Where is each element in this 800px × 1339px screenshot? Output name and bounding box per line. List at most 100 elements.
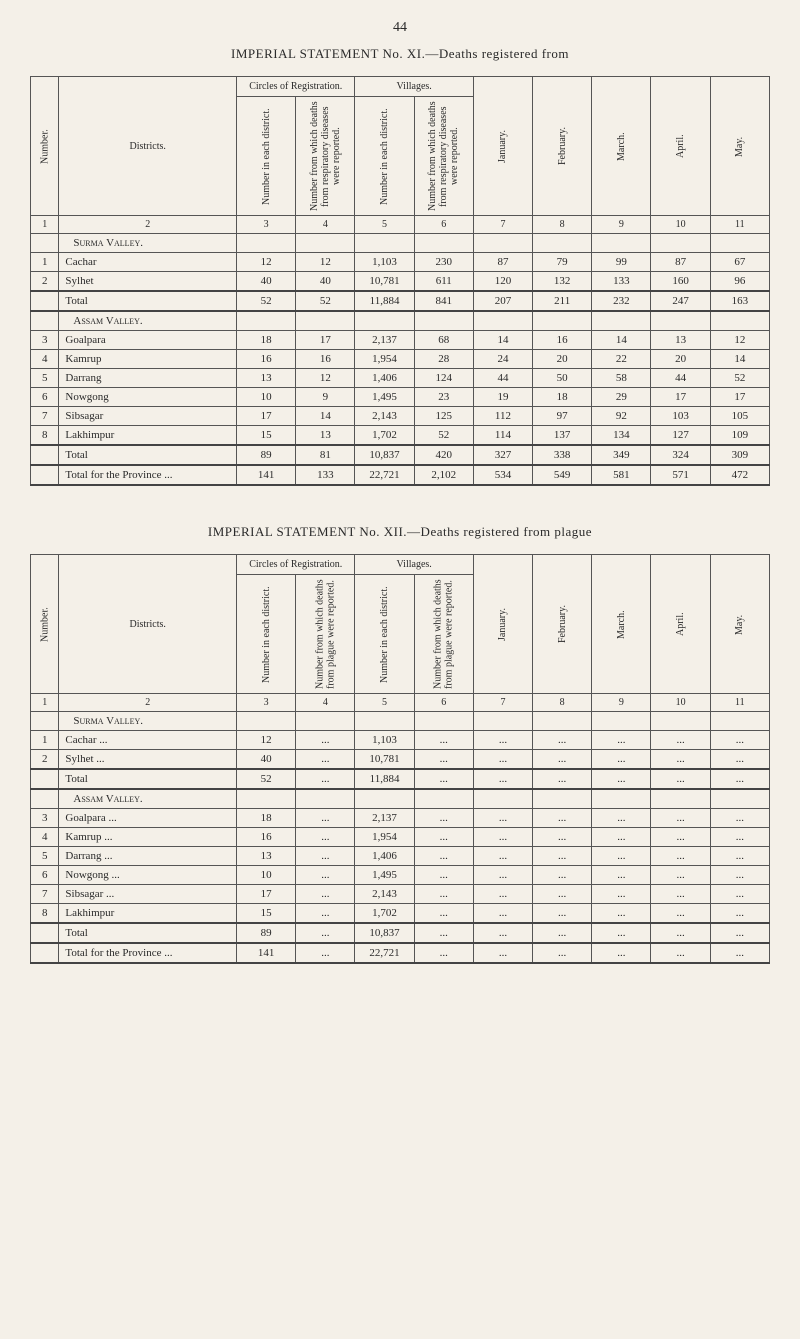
cell bbox=[414, 712, 473, 731]
cell bbox=[296, 234, 355, 253]
cell: ... bbox=[533, 731, 592, 750]
col-c5: Number in each district. bbox=[355, 575, 414, 694]
cell: 18 bbox=[237, 331, 296, 350]
cell: ... bbox=[414, 769, 473, 789]
cell: ... bbox=[592, 943, 651, 963]
row-num bbox=[31, 769, 59, 789]
cell: 133 bbox=[296, 465, 355, 485]
colnum: 9 bbox=[592, 694, 651, 712]
cell: 89 bbox=[237, 445, 296, 465]
row-num bbox=[31, 291, 59, 311]
col-number: Number. bbox=[31, 555, 59, 694]
cell bbox=[237, 311, 296, 331]
cell: 20 bbox=[533, 350, 592, 369]
cell: ... bbox=[651, 847, 710, 866]
cell: 338 bbox=[533, 445, 592, 465]
row-num bbox=[31, 465, 59, 485]
cell: 12 bbox=[296, 369, 355, 388]
col-c3: Number in each district. bbox=[237, 97, 296, 216]
total-label: Total bbox=[59, 769, 237, 789]
cell: 22,721 bbox=[355, 943, 414, 963]
col-may: May. bbox=[710, 555, 769, 694]
cell: 11,884 bbox=[355, 291, 414, 311]
cell: ... bbox=[414, 809, 473, 828]
cell: 22,721 bbox=[355, 465, 414, 485]
cell: 103 bbox=[651, 407, 710, 426]
cell: 23 bbox=[414, 388, 473, 407]
row-num: 2 bbox=[31, 272, 59, 292]
cell: ... bbox=[414, 866, 473, 885]
cell: ... bbox=[710, 828, 769, 847]
col-mar: March. bbox=[592, 77, 651, 216]
cell: 14 bbox=[710, 350, 769, 369]
grand-total-label: Total for the Province ... bbox=[59, 465, 237, 485]
cell: 132 bbox=[533, 272, 592, 292]
cell: ... bbox=[473, 769, 532, 789]
cell: 11,884 bbox=[355, 769, 414, 789]
cell: ... bbox=[414, 828, 473, 847]
colnum: 4 bbox=[296, 694, 355, 712]
row-num: 1 bbox=[31, 731, 59, 750]
cell: ... bbox=[710, 731, 769, 750]
district-name: Sylhet ... bbox=[59, 750, 237, 770]
colnum: 3 bbox=[237, 694, 296, 712]
cell bbox=[592, 789, 651, 809]
cell: 420 bbox=[414, 445, 473, 465]
cell: 534 bbox=[473, 465, 532, 485]
colnum: 8 bbox=[533, 694, 592, 712]
row-num: 8 bbox=[31, 426, 59, 446]
total-label: Total bbox=[59, 291, 237, 311]
colnum: 4 bbox=[296, 216, 355, 234]
cell: 1,495 bbox=[355, 388, 414, 407]
cell: ... bbox=[473, 731, 532, 750]
row-num: 2 bbox=[31, 750, 59, 770]
colnum: 9 bbox=[592, 216, 651, 234]
cell: 247 bbox=[651, 291, 710, 311]
cell: 2,102 bbox=[414, 465, 473, 485]
cell: 211 bbox=[533, 291, 592, 311]
cell: ... bbox=[414, 904, 473, 924]
cell: 24 bbox=[473, 350, 532, 369]
table-xii-title: IMPERIAL STATEMENT No. XII.—Deaths regis… bbox=[30, 524, 770, 540]
district-name: Sibsagar ... bbox=[59, 885, 237, 904]
cell: 17 bbox=[237, 885, 296, 904]
col-circles: Circles of Registration. bbox=[237, 77, 355, 97]
cell: 13 bbox=[237, 847, 296, 866]
row-num bbox=[31, 923, 59, 943]
cell bbox=[533, 311, 592, 331]
col-c4: Number from which deaths from plague wer… bbox=[296, 575, 355, 694]
cell: 127 bbox=[651, 426, 710, 446]
cell: 1,103 bbox=[355, 731, 414, 750]
cell: 2,137 bbox=[355, 331, 414, 350]
cell: 133 bbox=[592, 272, 651, 292]
cell: 44 bbox=[651, 369, 710, 388]
cell: 87 bbox=[651, 253, 710, 272]
col-apr: April. bbox=[651, 555, 710, 694]
cell: ... bbox=[296, 923, 355, 943]
cell bbox=[296, 712, 355, 731]
district-name: Cachar bbox=[59, 253, 237, 272]
cell: ... bbox=[592, 923, 651, 943]
cell bbox=[473, 712, 532, 731]
cell: ... bbox=[414, 923, 473, 943]
cell: 20 bbox=[651, 350, 710, 369]
cell: 17 bbox=[237, 407, 296, 426]
cell: 1,406 bbox=[355, 369, 414, 388]
cell: 28 bbox=[414, 350, 473, 369]
cell: 1,702 bbox=[355, 904, 414, 924]
cell: ... bbox=[533, 809, 592, 828]
cell: 10,837 bbox=[355, 445, 414, 465]
cell: 15 bbox=[237, 426, 296, 446]
cell: ... bbox=[296, 847, 355, 866]
cell: 14 bbox=[592, 331, 651, 350]
page-number: 44 bbox=[30, 20, 770, 36]
row-num: 7 bbox=[31, 885, 59, 904]
cell: 9 bbox=[296, 388, 355, 407]
row-num bbox=[31, 234, 59, 253]
district-name: Goalpara bbox=[59, 331, 237, 350]
cell: ... bbox=[651, 904, 710, 924]
cell bbox=[592, 234, 651, 253]
cell bbox=[533, 234, 592, 253]
cell: 124 bbox=[414, 369, 473, 388]
cell: 50 bbox=[533, 369, 592, 388]
